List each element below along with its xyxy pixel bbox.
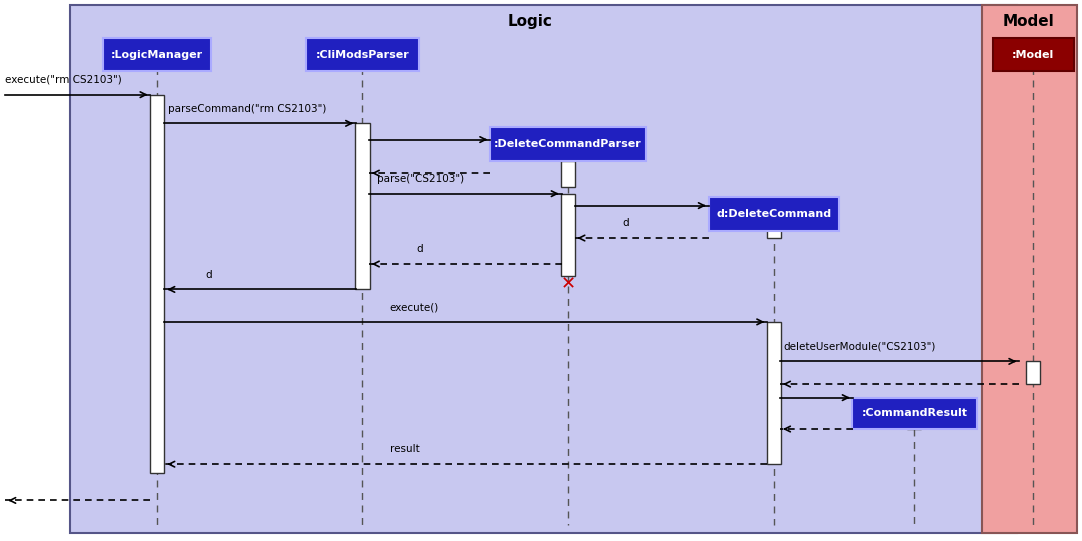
Text: :Model: :Model xyxy=(1012,50,1055,60)
Text: d: d xyxy=(417,245,423,254)
Text: Model: Model xyxy=(1003,14,1055,29)
Text: execute("rm CS2103"): execute("rm CS2103") xyxy=(5,75,122,85)
Bar xyxy=(306,38,419,71)
Bar xyxy=(562,194,576,276)
Bar xyxy=(993,38,1073,71)
Bar xyxy=(70,5,1017,533)
Text: :CliModsParser: :CliModsParser xyxy=(316,50,409,60)
Bar xyxy=(355,123,370,289)
Bar xyxy=(766,206,781,238)
Bar xyxy=(982,5,1077,533)
Bar xyxy=(489,127,647,161)
Bar xyxy=(149,95,163,473)
Bar xyxy=(1026,361,1041,384)
Text: parse("CS2103"): parse("CS2103") xyxy=(377,174,464,184)
Text: d: d xyxy=(206,270,212,280)
Text: Logic: Logic xyxy=(507,14,553,29)
Bar xyxy=(709,197,839,231)
Text: ✕: ✕ xyxy=(560,275,576,293)
Text: result: result xyxy=(390,445,419,454)
Text: d: d xyxy=(622,219,629,228)
Bar xyxy=(562,161,576,187)
Text: :CommandResult: :CommandResult xyxy=(861,408,967,418)
Bar xyxy=(853,398,976,429)
Text: d:DeleteCommand: d:DeleteCommand xyxy=(716,209,831,219)
Text: :LogicManager: :LogicManager xyxy=(110,50,203,60)
Text: deleteUserModule("CS2103"): deleteUserModule("CS2103") xyxy=(783,342,936,352)
Bar xyxy=(766,322,781,464)
Bar xyxy=(907,408,922,429)
Text: execute(): execute() xyxy=(390,302,439,312)
Bar xyxy=(103,38,211,71)
Text: parseCommand("rm CS2103"): parseCommand("rm CS2103") xyxy=(168,104,326,114)
Text: :DeleteCommandParser: :DeleteCommandParser xyxy=(494,139,642,149)
